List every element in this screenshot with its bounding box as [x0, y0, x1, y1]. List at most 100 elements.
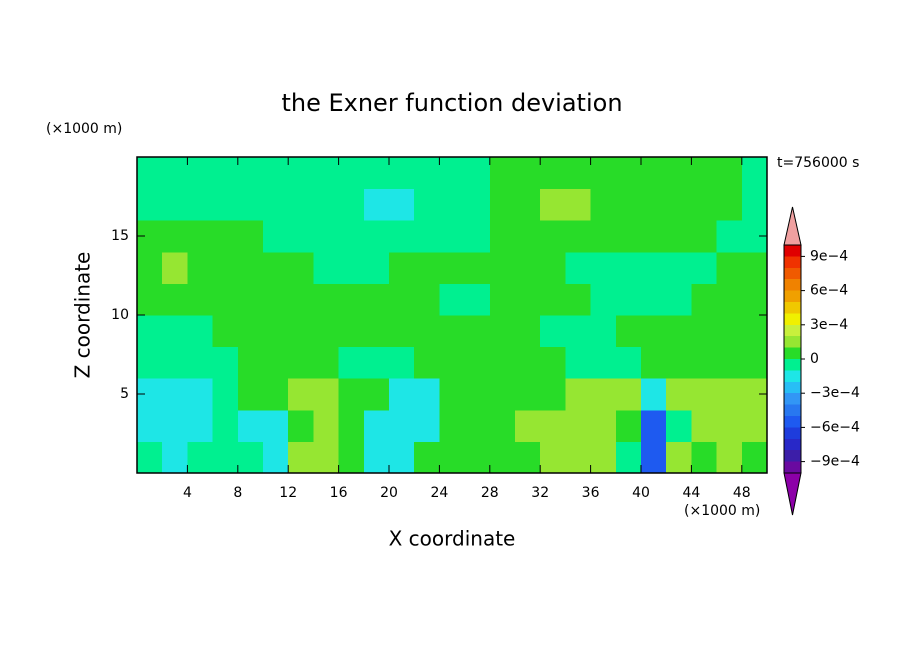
contour-cell — [288, 315, 314, 348]
contour-cell — [338, 378, 365, 411]
colorbar-band — [784, 370, 801, 382]
contour-cell — [162, 251, 188, 284]
contour-cell — [716, 441, 743, 474]
contour-cell — [565, 188, 592, 221]
contour-cell — [389, 346, 415, 379]
contour-cell — [464, 251, 491, 284]
contour-cell — [414, 283, 440, 316]
contour-cell — [515, 409, 541, 442]
contour-cell — [313, 315, 340, 348]
colorbar-band — [784, 256, 801, 268]
contour-cell — [338, 283, 365, 316]
contour-cell — [590, 283, 617, 316]
contour-cell — [313, 157, 340, 190]
contour-cell — [338, 220, 365, 253]
contour-cell — [313, 283, 340, 316]
colorbar-tick-label: 9e−4 — [810, 248, 848, 264]
contour-cell — [741, 188, 768, 221]
contour-cell — [540, 315, 566, 348]
colorbar-band — [784, 381, 801, 394]
x-tick-label: 12 — [279, 485, 297, 501]
contour-cell — [590, 346, 617, 379]
contour-cell — [237, 157, 264, 190]
colorbar-band — [784, 359, 801, 371]
contour-cell — [414, 220, 440, 253]
contour-cell — [716, 188, 743, 221]
contour-cell — [565, 378, 592, 411]
contour-cell — [187, 251, 214, 284]
contour-cell — [590, 378, 617, 411]
contour-cell — [187, 441, 214, 474]
contour-cell — [363, 188, 390, 221]
contour-cell — [741, 283, 768, 316]
contour-cell — [137, 157, 163, 190]
contour-cell — [288, 283, 314, 316]
contour-cell — [414, 157, 440, 190]
contour-cell — [414, 409, 440, 442]
contour-cell — [263, 315, 289, 348]
contour-cell — [464, 157, 491, 190]
contour-cell — [666, 409, 692, 442]
contour-cell — [288, 441, 314, 474]
x-tick-label: 36 — [582, 485, 600, 501]
contour-cell — [439, 378, 466, 411]
contour-cell — [691, 346, 718, 379]
contour-cell — [288, 188, 314, 221]
contour-cell — [212, 283, 239, 316]
colorbar-band — [784, 404, 801, 416]
contour-cell — [338, 315, 365, 348]
contour-cell — [263, 188, 289, 221]
contour-cell — [515, 188, 541, 221]
contour-cell — [489, 441, 516, 474]
contour-cell — [590, 315, 617, 348]
colorbar-band — [784, 313, 801, 325]
contour-cell — [439, 409, 466, 442]
contour-cell — [162, 157, 188, 190]
colorbar-tick-label: 6e−4 — [810, 283, 848, 299]
contour-cell — [464, 409, 491, 442]
contour-cell — [187, 220, 214, 253]
contour-cell — [212, 441, 239, 474]
contour-cell — [389, 188, 415, 221]
contour-cell — [288, 378, 314, 411]
contour-cell — [288, 220, 314, 253]
contour-cell — [464, 283, 491, 316]
contour-cell — [464, 315, 491, 348]
contour-cell — [237, 188, 264, 221]
contour-cell — [691, 378, 718, 411]
contour-cell — [565, 409, 592, 442]
contour-cell — [237, 283, 264, 316]
contour-cell — [565, 283, 592, 316]
contour-cell — [363, 251, 390, 284]
contour-cell — [212, 220, 239, 253]
contour-cell — [288, 251, 314, 284]
contour-cell — [489, 188, 516, 221]
contour-cell — [641, 157, 667, 190]
contour-cell — [414, 251, 440, 284]
contour-cell — [590, 157, 617, 190]
contour-cell — [338, 409, 365, 442]
contour-cell — [666, 188, 692, 221]
time-label: t=756000 s — [777, 155, 859, 171]
contour-cell — [716, 251, 743, 284]
x-tick-label: 20 — [380, 485, 398, 501]
contour-cell — [137, 346, 163, 379]
x-unit: (×1000 m) — [684, 503, 760, 519]
contour-cell — [363, 441, 390, 474]
contour-cell — [590, 441, 617, 474]
contour-cell — [716, 315, 743, 348]
contour-cell — [288, 409, 314, 442]
contour-cell — [187, 283, 214, 316]
contour-cell — [515, 157, 541, 190]
contour-cell — [464, 220, 491, 253]
contour-cell — [489, 346, 516, 379]
colorbar-tick-label: −9e−4 — [810, 454, 860, 470]
contour-cell — [137, 283, 163, 316]
contour-cell — [515, 378, 541, 411]
contour-cell — [565, 346, 592, 379]
contour-cell — [263, 220, 289, 253]
contour-cell — [489, 251, 516, 284]
contour-cell — [439, 157, 466, 190]
contour-cell — [615, 283, 642, 316]
